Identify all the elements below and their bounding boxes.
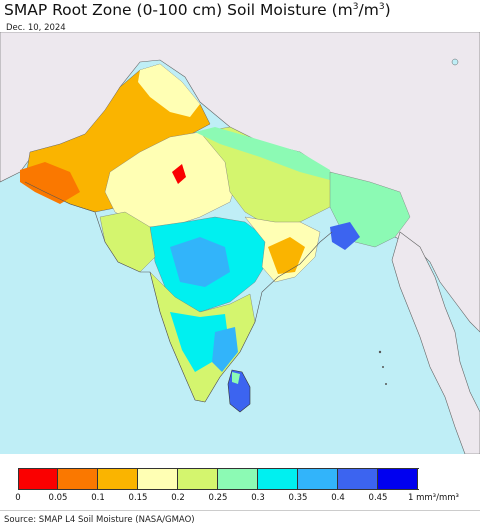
map-date: Dec. 10, 2024 (6, 23, 66, 33)
legend-tick-label: 0.35 (288, 493, 308, 503)
sri-lanka-green (232, 372, 240, 384)
region-baluchistan (20, 162, 80, 204)
region-central-blue (170, 237, 230, 287)
legend-tick-label: 0.2 (171, 493, 185, 503)
soil-moisture-map (0, 32, 480, 454)
legend-tick-label: 0.3 (251, 493, 265, 503)
region-rajasthan (104, 131, 241, 228)
legend-tick-label: 0.4 (331, 493, 345, 503)
hotspot-red (172, 164, 186, 184)
legend-swatch (178, 468, 218, 490)
legend-tick-label: 1 mm³/mm³ (408, 493, 459, 503)
legend-swatch (338, 468, 378, 490)
footer: Source: SMAP L4 Soil Moisture (NASA/GMAO… (0, 510, 480, 529)
legend-swatch (298, 468, 338, 490)
region-himalaya (195, 127, 330, 180)
land-nodata-east (391, 231, 480, 454)
legend-colorbar (18, 468, 418, 490)
map-svg (0, 32, 480, 454)
legend-swatch (18, 468, 58, 490)
legend-swatch (98, 468, 138, 490)
island (451, 58, 459, 66)
legend-tick-label: 0.25 (208, 493, 228, 503)
map-title: SMAP Root Zone (0-100 cm) Soil Moisture … (4, 1, 391, 19)
legend-tick-label: 0.05 (48, 493, 68, 503)
legend-tick-label: 0 (15, 493, 21, 503)
legend-swatch (58, 468, 98, 490)
legend-swatch (378, 468, 418, 490)
region-kashmir (138, 64, 200, 117)
legend-swatch (138, 468, 178, 490)
legend-tick-label: 0.1 (91, 493, 105, 503)
color-legend: 0 0.05 0.1 0.15 0.2 0.25 0.3 0.35 0.4 0.45 1 mm³/m… (0, 462, 480, 503)
region-southeast-blue (212, 327, 238, 372)
legend-swatch (258, 468, 298, 490)
legend-swatch (218, 468, 258, 490)
island (382, 366, 384, 368)
island (385, 383, 387, 385)
source-text: Source: SMAP L4 Soil Moisture (NASA/GMAO… (4, 515, 195, 525)
region-east-orange (268, 237, 305, 274)
legend-tick-label: 0.15 (128, 493, 148, 503)
region-bangladesh-blue (330, 222, 360, 250)
island (378, 350, 382, 354)
legend-tick-label: 0.45 (368, 493, 388, 503)
coastline-east (204, 231, 333, 403)
coastline-west (24, 181, 206, 403)
